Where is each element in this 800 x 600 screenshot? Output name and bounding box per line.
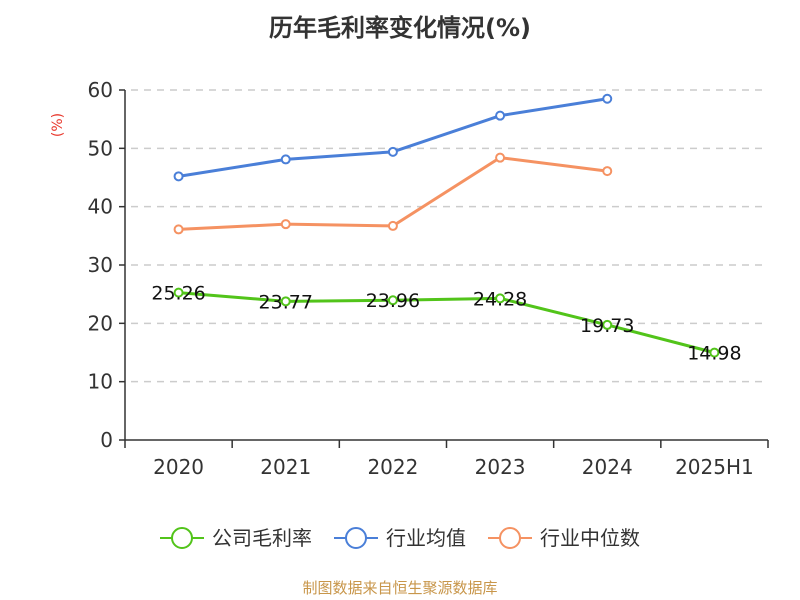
legend-marker [171,527,193,549]
legend-label: 公司毛利率 [212,526,312,550]
data-point[interactable] [387,295,398,306]
y-tick-label: 0 [100,428,113,452]
x-tick-label: 2025H1 [675,455,754,479]
data-point[interactable] [602,93,613,104]
data-point[interactable] [495,110,506,121]
grid-lines [131,89,768,383]
y-axis-unit: (%) [50,113,66,137]
legend-item[interactable]: 公司毛利率 [160,526,312,550]
legend-item[interactable]: 行业中位数 [488,526,640,550]
data-point[interactable] [387,146,398,157]
data-label: 14.98 [687,343,741,365]
x-tick-label: 2024 [582,455,633,479]
series-line [178,97,608,178]
x-tick-label: 2021 [260,455,311,479]
x-tick-label: 2023 [475,455,526,479]
y-tick-label: 20 [88,311,113,335]
legend[interactable]: 公司毛利率 行业均值 行业中位数 [160,526,640,550]
data-point[interactable] [280,154,291,165]
axes: 0 10 20 30 40 50 60 2020 2021 2022 2023 2024 2025H1 [88,78,769,479]
data-label: 25.26 [151,283,205,305]
data-point[interactable] [495,293,506,304]
data-point[interactable] [173,287,184,298]
data-label: 24.28 [473,288,527,310]
data-point[interactable] [173,224,184,235]
data-point[interactable] [602,319,613,330]
legend-label: 行业均值 [386,526,466,550]
chart-title: 历年毛利率变化情况(%) [269,14,531,42]
x-tick-label: 2022 [367,455,418,479]
data-point[interactable] [709,347,720,358]
series-line [178,156,608,231]
data-labels: 25.26 23.77 23.96 24.28 19.73 14.98 [151,283,741,365]
data-point[interactable] [173,171,184,182]
legend-label: 行业中位数 [540,526,640,550]
data-point[interactable] [280,219,291,230]
legend-marker [499,527,521,549]
series-line [178,291,715,355]
y-tick-label: 60 [88,78,113,102]
data-label: 19.73 [580,315,634,337]
data-label: 23.77 [259,291,313,313]
data-point[interactable] [495,152,506,163]
y-tick-label: 30 [88,253,113,277]
data-point[interactable] [280,296,291,307]
legend-item[interactable]: 行业均值 [334,526,466,550]
y-tick-label: 40 [88,195,113,219]
legend-marker [345,527,367,549]
data-label: 23.96 [366,290,420,312]
y-tick-label: 10 [88,370,113,394]
x-tick-label: 2020 [153,455,204,479]
source-note: 制图数据来自恒生聚源数据库 [302,579,497,597]
data-point[interactable] [387,220,398,231]
data-point[interactable] [602,166,613,177]
series-layer [173,93,720,358]
y-tick-label: 50 [88,136,113,160]
